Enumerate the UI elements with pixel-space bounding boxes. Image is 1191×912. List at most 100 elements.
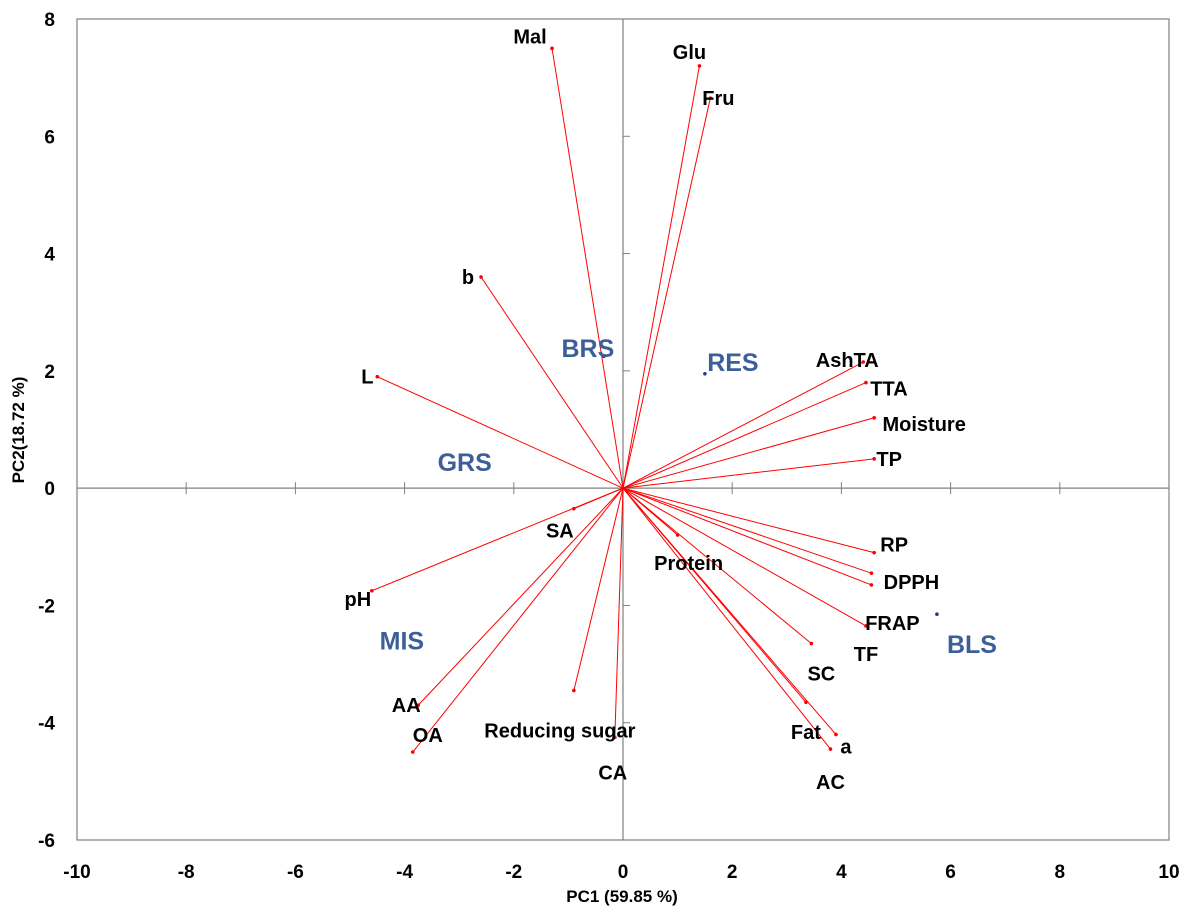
- loading-label-protein: Protein: [654, 553, 723, 575]
- sample-label-mis: MIS: [380, 628, 424, 656]
- loading-vector-ph: [371, 487, 624, 592]
- loading-point-b: [479, 275, 483, 279]
- sample-label-bls: BLS: [947, 631, 997, 659]
- y-axis-title: PC2(18.72 %): [9, 377, 28, 484]
- loading-vector-frap: [622, 487, 872, 586]
- loading-vector-dpph: [622, 487, 872, 574]
- loading-vector-tf: [622, 487, 867, 627]
- loading-label-a: a: [840, 736, 852, 758]
- loading-point-oa: [410, 750, 415, 754]
- loading-point-a: [834, 732, 838, 737]
- x-tick-label: -4: [396, 862, 413, 883]
- sample-label-res: RES: [707, 349, 758, 377]
- loading-label-glu: Glu: [673, 42, 706, 64]
- loading-point-fru: [708, 96, 713, 100]
- loading-label-fat: Fat: [791, 722, 821, 744]
- loading-label-b: b: [462, 267, 474, 289]
- loading-point-mal: [550, 46, 554, 51]
- loading-label-l: L: [361, 367, 373, 389]
- loading-vector-l: [377, 376, 624, 489]
- loading-point-protein: [675, 533, 680, 537]
- loading-vector-protein: [622, 487, 678, 536]
- loading-point-frap: [869, 583, 874, 587]
- loading-label-oa: OA: [413, 725, 443, 747]
- loading-label-tp: TP: [876, 449, 902, 471]
- sample-label-grs: GRS: [438, 449, 492, 477]
- loading-point-reducing-sugar: [572, 688, 576, 693]
- loading-label-rp: RP: [880, 535, 908, 557]
- loading-vector-fru: [622, 98, 711, 489]
- loading-label-ac: AC: [816, 772, 845, 794]
- loading-vector-ashta: [622, 361, 864, 489]
- loading-vectors: [370, 46, 876, 754]
- loading-vector-sc: [622, 487, 812, 644]
- loading-vector-a: [622, 487, 837, 735]
- loading-vector-ac: [622, 487, 831, 750]
- loading-vector-mal: [551, 48, 624, 489]
- x-tick-label: 10: [1158, 862, 1179, 883]
- loading-label-ashta: AshTA: [816, 350, 879, 372]
- x-tick-label: 0: [618, 862, 629, 883]
- x-tick-label: -6: [287, 862, 304, 883]
- loading-vector-moisture: [622, 417, 875, 489]
- loading-label-ph: pH: [345, 589, 372, 611]
- sample-label-brs: BRS: [561, 335, 614, 363]
- loading-point-dpph: [869, 571, 874, 575]
- loading-point-tp: [872, 457, 876, 461]
- loading-point-ac: [828, 747, 833, 751]
- loading-label-fru: Fru: [702, 88, 734, 110]
- x-tick-label: 2: [727, 862, 738, 883]
- axes: -10 -8 -6 -4 -2 0 2 4 6 8 10 -6 -4 -2 0 2 4 6 8: [38, 10, 1179, 883]
- loading-label-tf: TF: [854, 644, 878, 666]
- y-tick-label: 2: [44, 362, 55, 383]
- y-tick-label: 6: [44, 127, 55, 148]
- loading-vector-tta: [622, 382, 867, 489]
- loading-label-mal: Mal: [513, 26, 546, 48]
- sample-point-res: [703, 371, 707, 376]
- y-tick-label: -2: [38, 596, 55, 617]
- loading-vector-oa: [412, 487, 624, 753]
- y-tick-label: 8: [44, 10, 55, 31]
- loading-vector-glu: [622, 65, 700, 489]
- loading-point-l: [375, 374, 380, 379]
- loading-point-tta: [864, 380, 868, 385]
- loading-point-ca: [613, 735, 617, 740]
- x-tick-label: 8: [1055, 862, 1066, 883]
- labels: Mal Glu Fru b L AshTA TTA Moisture TP RP DPPH FRAP T…: [345, 26, 997, 794]
- x-tick-label: 4: [836, 862, 847, 883]
- sample-point-brs: [602, 354, 606, 358]
- loading-vector-tp: [622, 458, 875, 489]
- loading-point-aa: [416, 703, 421, 707]
- loading-point-rp: [872, 550, 876, 555]
- x-tick-label: -2: [505, 862, 522, 883]
- loading-label-tta: TTA: [870, 379, 907, 401]
- loading-label-dpph: DPPH: [884, 572, 940, 594]
- x-axis-title: PC1 (59.85 %): [566, 887, 678, 906]
- loading-point-glu: [697, 64, 702, 68]
- loading-label-moisture: Moisture: [882, 414, 965, 436]
- sample-points: [602, 354, 939, 617]
- x-tick-label: -10: [63, 862, 90, 883]
- loading-vector-rp: [622, 487, 875, 554]
- loading-vector-reducing-sugar: [573, 488, 624, 691]
- loading-label-ca: CA: [598, 762, 627, 784]
- loading-vector-b: [480, 276, 624, 489]
- loading-label-frap: FRAP: [865, 613, 919, 635]
- y-tick-label: -4: [38, 714, 55, 735]
- loading-point-tf: [864, 624, 868, 628]
- y-tick-label: 0: [44, 479, 55, 500]
- sample-point-bls: [935, 612, 939, 617]
- loading-point-ph: [370, 588, 374, 593]
- loading-point-moisture: [872, 415, 876, 420]
- loading-vector-ca: [614, 488, 624, 738]
- loading-vector-aa: [417, 487, 624, 706]
- loading-label-sa: SA: [546, 521, 574, 543]
- loading-label-reducing-sugar: Reducing sugar: [484, 720, 635, 742]
- loading-label-sc: SC: [807, 664, 835, 686]
- x-tick-label: -8: [178, 862, 195, 883]
- y-tick-label: 4: [44, 245, 55, 266]
- x-tick-label: 6: [945, 862, 956, 883]
- loading-point-ashta: [861, 360, 866, 364]
- loading-label-aa: AA: [392, 695, 421, 717]
